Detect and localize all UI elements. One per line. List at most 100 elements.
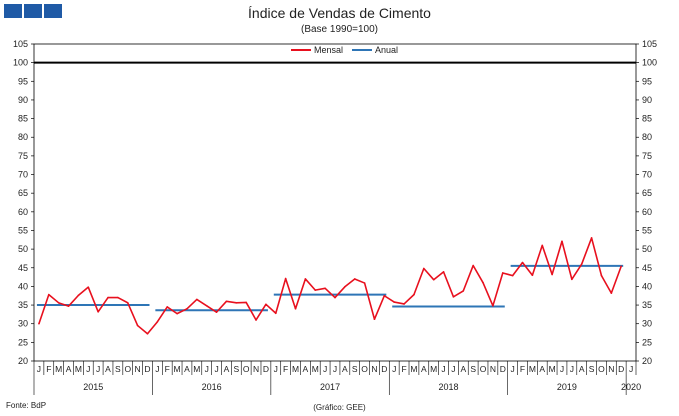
y-tick-label-right: 55 (642, 225, 652, 235)
month-label: M (312, 364, 319, 374)
mensal-point (393, 301, 396, 303)
month-label: J (274, 364, 278, 374)
month-label: A (66, 364, 72, 374)
mensal-point (521, 261, 524, 264)
mensal-point (235, 302, 238, 304)
mensal-point (205, 305, 208, 307)
mensal-point (126, 302, 129, 304)
credit-note: (Gráfico: GEE) (313, 403, 366, 412)
mensal-point (423, 267, 425, 270)
month-label: M (75, 364, 82, 374)
mensal-point (600, 274, 603, 277)
mensal-point (590, 237, 593, 239)
month-label: D (144, 364, 150, 374)
source-note: Fonte: BdP (6, 401, 47, 410)
month-label: J (214, 364, 218, 374)
legend-label-mensal: Mensal (314, 45, 343, 55)
legend-label-anual: Anual (375, 45, 398, 55)
month-label: O (361, 364, 368, 374)
mensal-point (531, 274, 534, 277)
y-tick-label-right: 50 (642, 244, 652, 254)
y-tick-label-left: 80 (18, 132, 28, 142)
mensal-point (107, 296, 109, 299)
month-label: N (371, 364, 377, 374)
mensal-point (146, 332, 149, 335)
month-label: M (410, 364, 417, 374)
mensal-point (561, 240, 563, 243)
y-tick-label-left: 95 (18, 76, 28, 86)
logo-block (4, 4, 22, 18)
y-tick-label-left: 65 (18, 188, 28, 198)
mensal-point (334, 296, 336, 299)
month-label: M (549, 364, 556, 374)
month-label: D (263, 364, 269, 374)
mensal-point (97, 310, 99, 313)
year-label: 2018 (438, 382, 458, 392)
month-label: J (86, 364, 90, 374)
mensal-point (482, 281, 484, 284)
month-label: O (480, 364, 487, 374)
mensal-point (452, 296, 455, 298)
mensal-point (284, 277, 287, 280)
year-label: 2015 (83, 382, 103, 392)
month-label: A (224, 364, 230, 374)
mensal-point (87, 286, 90, 288)
month-label: J (629, 364, 633, 374)
mensal-point (176, 312, 178, 315)
y-tick-label-right: 80 (642, 132, 652, 142)
month-label: A (460, 364, 466, 374)
month-label: O (598, 364, 605, 374)
year-label: 2020 (621, 382, 641, 392)
y-tick-label-left: 25 (18, 337, 28, 347)
mensal-point (156, 321, 159, 323)
plot-area (33, 43, 637, 362)
y-tick-label-left: 100 (13, 58, 28, 68)
chart-subtitle: (Base 1990=100) (300, 24, 378, 35)
month-label: J (570, 364, 574, 374)
month-label: J (323, 364, 327, 374)
y-tick-label-left: 55 (18, 225, 28, 235)
mensal-point (501, 272, 504, 274)
mensal-point (363, 282, 366, 284)
y-tick-label-right: 90 (642, 95, 652, 105)
y-tick-label-right: 35 (642, 300, 652, 310)
mensal-point (186, 307, 188, 310)
mensal-point (48, 293, 50, 296)
y-tick-label-left: 40 (18, 281, 28, 291)
mensal-point (324, 287, 326, 290)
month-label: F (46, 364, 51, 374)
y-tick-label-right: 65 (642, 188, 652, 198)
mensal-point (196, 298, 198, 301)
chart-title: Índice de Vendas de Cimento (248, 5, 431, 21)
month-label: A (303, 364, 309, 374)
mensal-point (304, 278, 307, 280)
mensal-point (373, 318, 376, 321)
y-tick-label-left: 105 (13, 39, 28, 49)
month-label: O (124, 364, 131, 374)
y-tick-label-left: 50 (18, 244, 28, 254)
y-tick-label-right: 100 (642, 58, 657, 68)
mensal-point (403, 303, 405, 305)
month-label: J (451, 364, 455, 374)
month-label: M (174, 364, 181, 374)
month-label: D (618, 364, 624, 374)
mensal-point (472, 264, 474, 267)
month-label: A (342, 364, 348, 374)
mensal-point (166, 306, 169, 308)
month-label: A (579, 364, 585, 374)
month-label: N (253, 364, 259, 374)
mensal-point (117, 296, 119, 299)
year-label: 2019 (557, 382, 577, 392)
mensal-point (294, 307, 297, 310)
month-label: N (490, 364, 496, 374)
mensal-point (344, 285, 346, 288)
month-label: S (352, 364, 358, 374)
y-tick-label-right: 40 (642, 281, 652, 291)
month-label: O (243, 364, 250, 374)
month-label: J (155, 364, 159, 374)
month-label: J (205, 364, 209, 374)
year-label: 2016 (202, 382, 222, 392)
month-label: J (37, 364, 41, 374)
y-tick-label-right: 60 (642, 207, 652, 217)
